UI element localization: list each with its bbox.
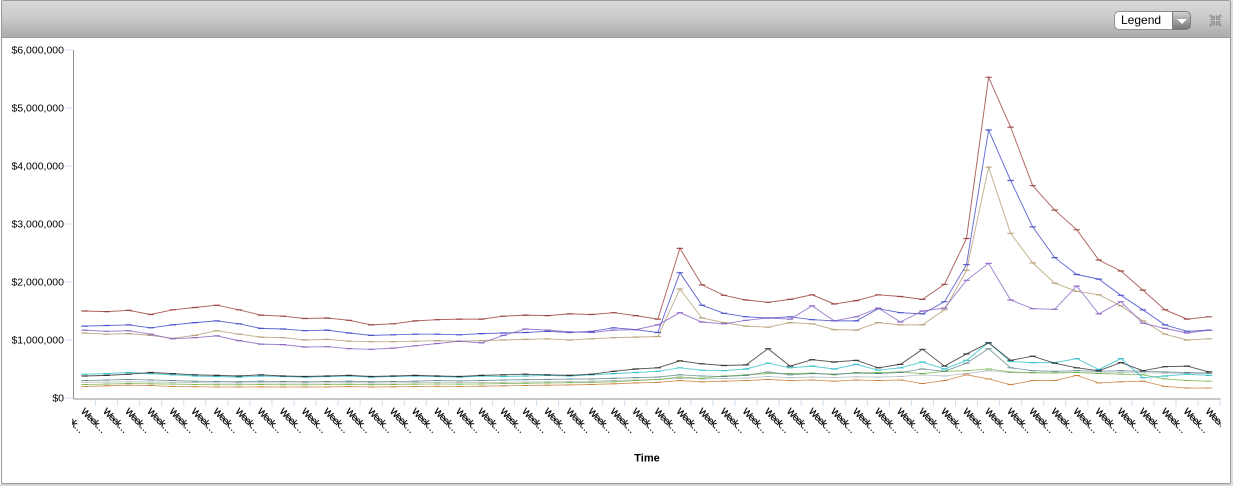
svg-text:$3,000,000: $3,000,000 <box>11 219 64 231</box>
svg-text:Week…: Week… <box>1203 406 1231 435</box>
svg-text:$1,000,000: $1,000,000 <box>11 335 64 347</box>
svg-text:$2,000,000: $2,000,000 <box>11 277 64 289</box>
svg-text:$6,000,000: $6,000,000 <box>11 45 64 57</box>
svg-text:$5,000,000: $5,000,000 <box>11 103 64 115</box>
svg-text:$0: $0 <box>52 393 64 405</box>
svg-text:Time: Time <box>634 453 659 465</box>
svg-text:$4,000,000: $4,000,000 <box>11 161 64 173</box>
